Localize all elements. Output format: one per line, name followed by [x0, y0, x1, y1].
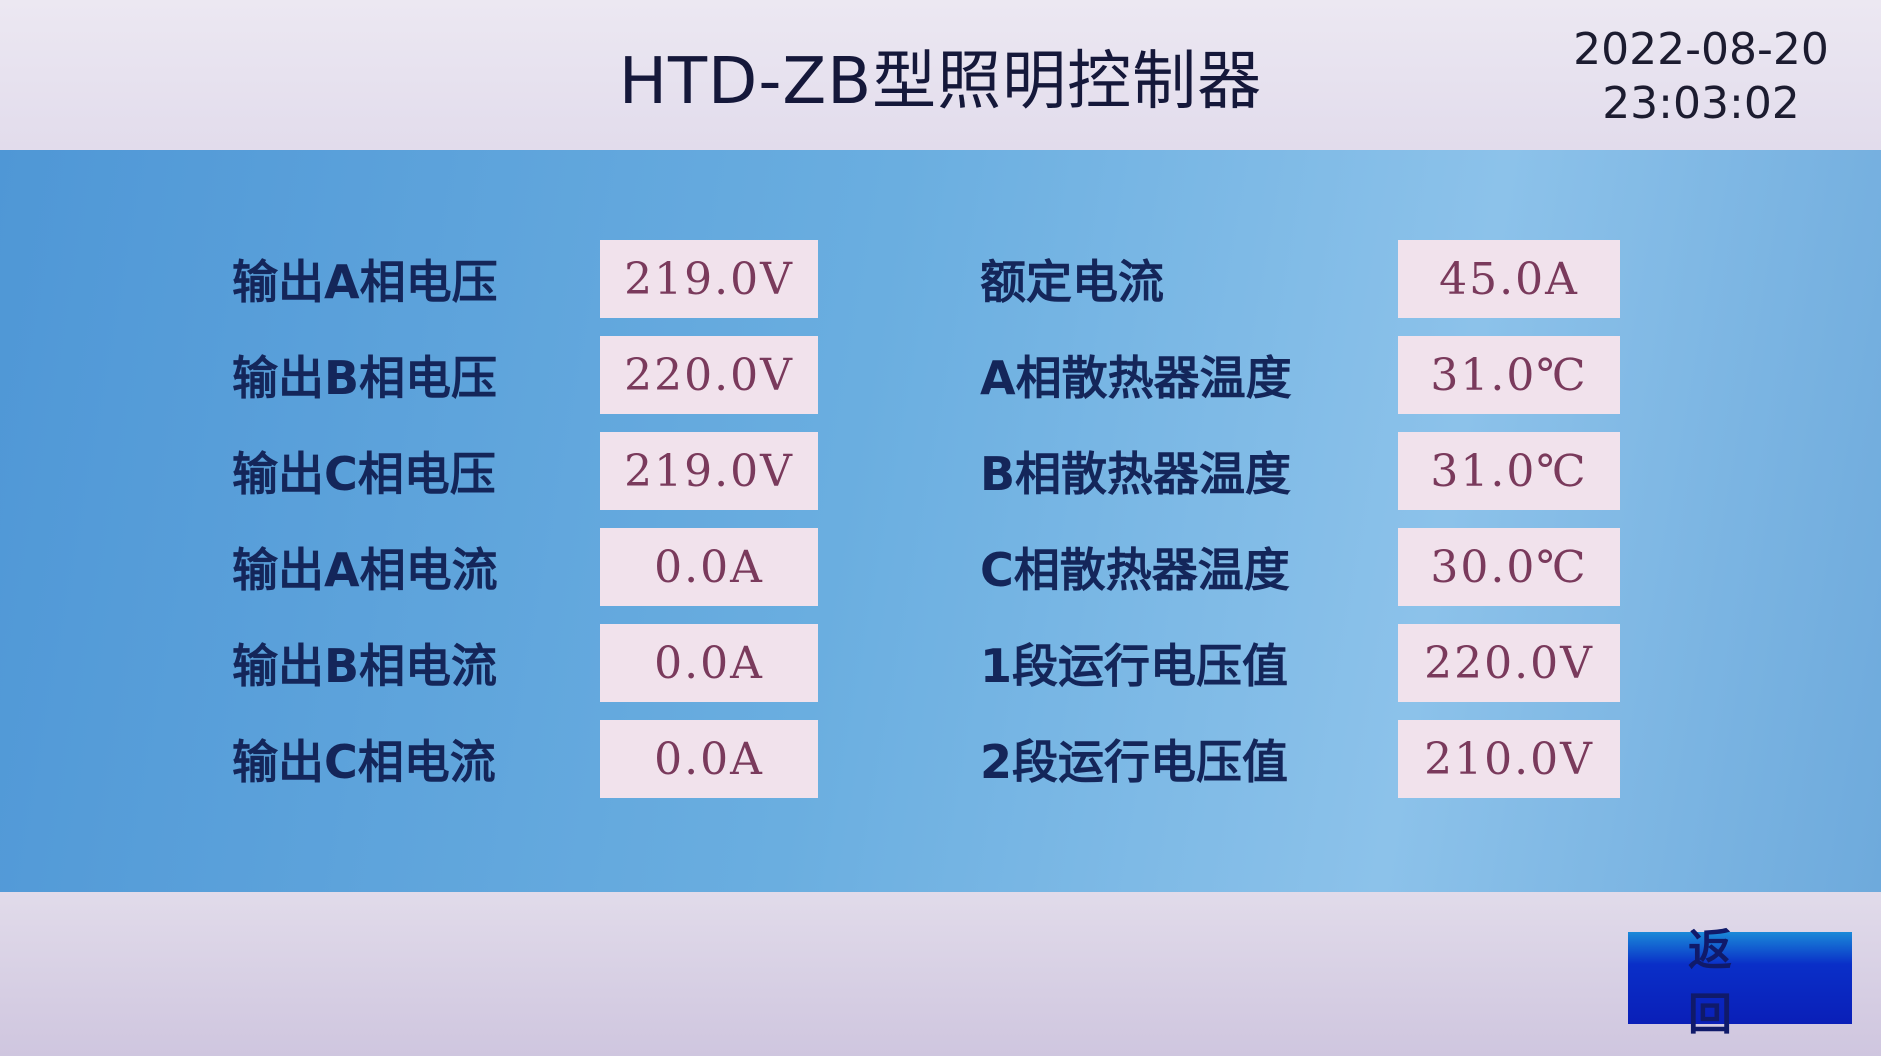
reading-label-text: A相散热器温度 [980, 351, 1292, 405]
reading-label-text: 输出C相电流 [232, 735, 496, 789]
reading-label: 输出C相电流 [232, 720, 496, 798]
reading-value: 220.0V [1398, 624, 1620, 702]
reading-value: 0.0A [600, 720, 818, 798]
reading-label: 输出B相电流 [232, 624, 497, 702]
reading-value: 0.0A [600, 624, 818, 702]
reading-value: 31.0℃ [1398, 336, 1620, 414]
time-display: 23:03:02 [1602, 78, 1800, 129]
reading-label: 2段运行电压值 [980, 720, 1288, 798]
reading-label: C相散热器温度 [980, 528, 1290, 606]
reading-value: 0.0A [600, 528, 818, 606]
footer-bar [0, 892, 1881, 1056]
reading-label: 输出A相电流 [232, 528, 498, 606]
reading-label: 额定电流 [980, 240, 1164, 318]
reading-label-text: 额定电流 [980, 255, 1164, 309]
reading-value: 31.0℃ [1398, 432, 1620, 510]
page-title: HTD-ZB型照明控制器 [618, 45, 1263, 119]
reading-label: 输出C相电压 [232, 432, 496, 510]
reading-value: 45.0A [1398, 240, 1620, 318]
reading-label-text: 1段运行电压值 [980, 639, 1289, 693]
reading-label: 1段运行电压值 [980, 624, 1288, 702]
reading-label-text: C相散热器温度 [980, 543, 1290, 597]
back-button[interactable]: 返回 [1628, 925, 1852, 1040]
reading-label: A相散热器温度 [980, 336, 1292, 414]
date-display: 2022-08-20 [1573, 24, 1829, 75]
reading-label-text: 输出A相电压 [232, 255, 498, 309]
reading-label-text: 2段运行电压值 [980, 735, 1289, 789]
reading-value: 30.0℃ [1398, 528, 1620, 606]
reading-label-text: 输出C相电压 [232, 447, 496, 501]
reading-value: 219.0V [600, 240, 818, 318]
reading-label: 输出B相电压 [232, 336, 497, 414]
reading-value: 219.0V [600, 432, 818, 510]
reading-value: 210.0V [1398, 720, 1620, 798]
reading-label-text: 输出B相电压 [232, 351, 498, 405]
reading-label: 输出A相电压 [232, 240, 498, 318]
reading-label-text: 输出B相电流 [232, 639, 498, 693]
reading-label-text: 输出A相电流 [232, 543, 498, 597]
reading-label: B相散热器温度 [980, 432, 1291, 510]
header-bar: HTD-ZB型照明控制器 2022-08-20 23:03:02 [0, 0, 1881, 150]
reading-value: 220.0V [600, 336, 818, 414]
reading-label-text: B相散热器温度 [980, 447, 1292, 501]
